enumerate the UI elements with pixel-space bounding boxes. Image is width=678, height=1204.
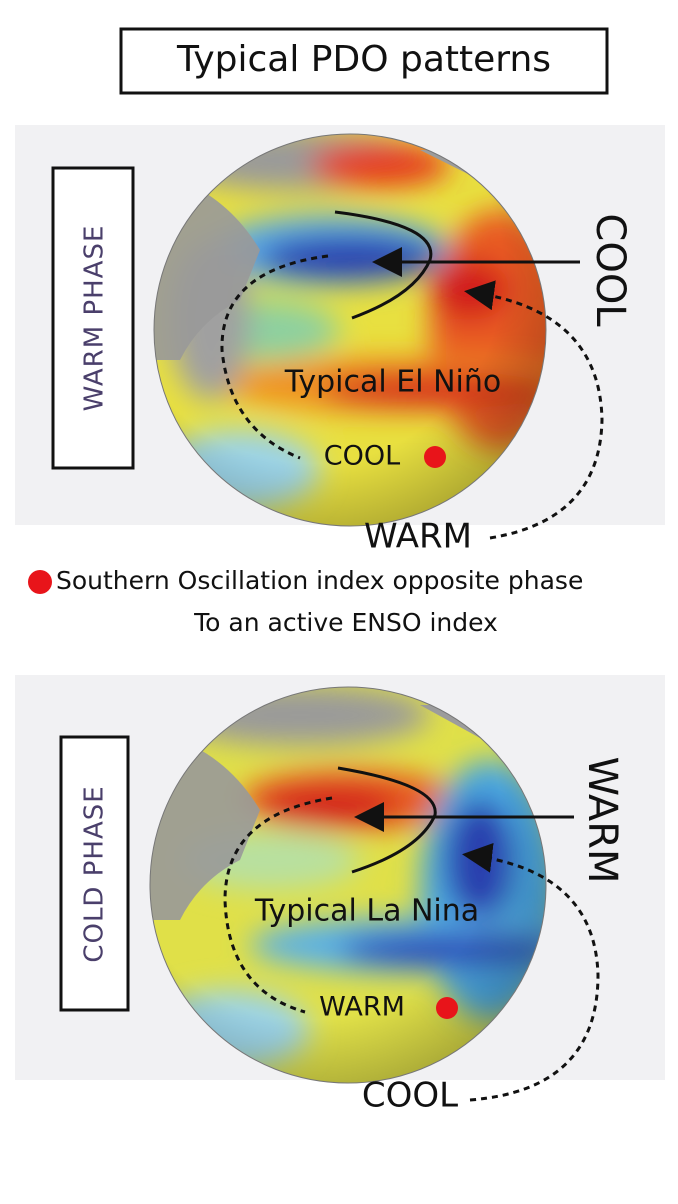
soi-dot [436,997,458,1019]
legend-line: To an active ENSO index [193,608,498,637]
dashed-loop [223,796,333,1014]
dashed-loop [464,280,604,540]
bottom-label: WARM [364,517,472,557]
dot-label: WARM [319,992,405,1023]
center-label: Typical El Niño [284,365,502,400]
globe-cold [150,687,546,1083]
bottom-label: COOL [362,1076,458,1116]
dashed-loop [462,842,600,1102]
side-label: WARM [579,756,625,883]
side-label: COOL [587,213,633,327]
front-curve [334,210,433,320]
title: Typical PDO patterns [176,39,551,80]
globe-outline [149,686,547,1084]
title-box [119,27,609,95]
front-curve [337,766,437,874]
phase-label: COLD PHASE [80,785,110,962]
dot-label: COOL [324,441,400,472]
globe-outline [153,133,547,527]
legend-dot [28,570,52,594]
center-label: Typical La Nina [254,894,479,929]
phase-box [59,735,130,1012]
legend-line: Southern Oscillation index opposite phas… [56,566,583,595]
dashed-loop [220,254,329,460]
phase-label: WARM PHASE [80,225,110,412]
soi-dot [424,446,446,468]
phase-box [51,166,135,470]
